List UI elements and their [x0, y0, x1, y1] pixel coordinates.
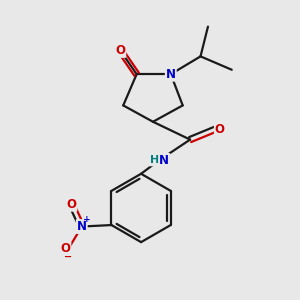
Text: O: O — [215, 123, 225, 136]
Text: O: O — [66, 198, 76, 211]
Text: O: O — [115, 44, 125, 57]
Text: N: N — [159, 154, 169, 167]
Text: N: N — [166, 68, 176, 81]
Text: H: H — [150, 155, 159, 165]
Text: O: O — [60, 242, 70, 255]
Text: −: − — [64, 252, 72, 262]
Text: +: + — [83, 214, 91, 224]
Text: N: N — [77, 220, 87, 233]
